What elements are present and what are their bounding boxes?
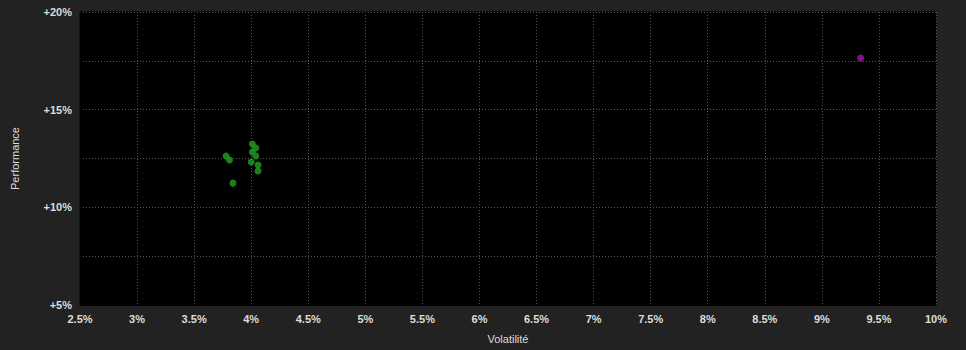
svg-text:5.5%: 5.5% [410,313,435,325]
svg-text:3.5%: 3.5% [182,313,207,325]
svg-text:+20%: +20% [44,6,73,18]
svg-text:+10%: +10% [44,201,73,213]
svg-text:7.5%: 7.5% [638,313,663,325]
svg-text:6.5%: 6.5% [524,313,549,325]
svg-text:2.5%: 2.5% [67,313,92,325]
svg-text:4%: 4% [243,313,259,325]
svg-text:+15%: +15% [44,104,73,116]
svg-text:8%: 8% [700,313,716,325]
svg-text:9.5%: 9.5% [866,313,891,325]
svg-text:Volatilité: Volatilité [488,333,529,345]
svg-text:10%: 10% [925,313,947,325]
svg-text:7%: 7% [586,313,602,325]
svg-text:Performance: Performance [9,127,21,190]
svg-text:+5%: +5% [50,299,73,311]
svg-text:8.5%: 8.5% [752,313,777,325]
svg-text:5%: 5% [357,313,373,325]
svg-text:3%: 3% [129,313,145,325]
svg-text:9%: 9% [814,313,830,325]
svg-text:4.5%: 4.5% [296,313,321,325]
svg-text:6%: 6% [472,313,488,325]
